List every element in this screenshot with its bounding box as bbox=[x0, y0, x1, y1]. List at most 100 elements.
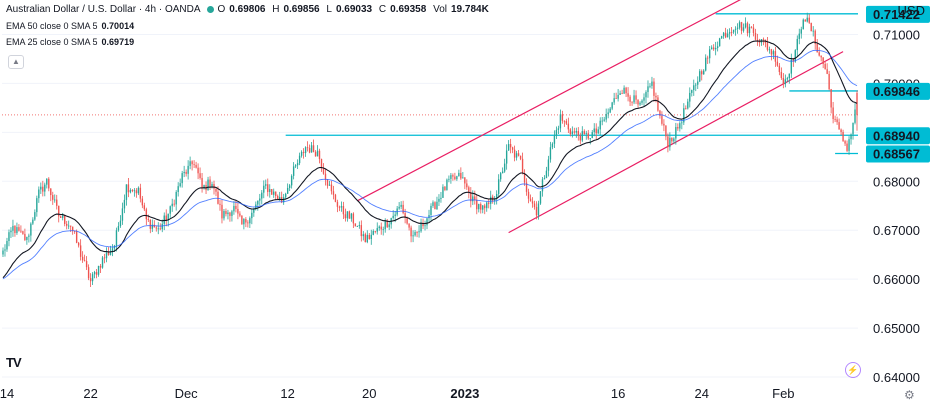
candle-body bbox=[398, 206, 400, 209]
candle-body bbox=[199, 173, 201, 178]
candle-body bbox=[609, 108, 611, 113]
candle-body bbox=[133, 190, 136, 192]
chevron-up-icon[interactable]: ▲ bbox=[8, 55, 24, 69]
candle-body bbox=[243, 218, 245, 225]
candle-body bbox=[484, 205, 486, 209]
candle-body bbox=[117, 226, 120, 231]
candle-body bbox=[288, 185, 291, 188]
candle-body bbox=[125, 184, 128, 200]
candle-body bbox=[458, 172, 460, 177]
candle-body bbox=[591, 132, 593, 139]
candle-body bbox=[505, 150, 508, 164]
x-tick-label: 2023 bbox=[450, 386, 479, 401]
candle-body bbox=[157, 228, 159, 230]
candle-body bbox=[850, 134, 852, 140]
candle-body bbox=[768, 49, 771, 51]
candle-body bbox=[30, 223, 32, 236]
symbol-title[interactable]: Australian Dollar / U.S. Dollar · 4h · O… bbox=[6, 4, 201, 15]
candle-body bbox=[663, 123, 665, 126]
candle-body bbox=[450, 175, 452, 179]
candle-body bbox=[762, 39, 765, 40]
candle-body bbox=[237, 208, 239, 214]
ema25-legend[interactable]: EMA 25 close 0 SMA 5 0.69719 bbox=[6, 37, 138, 47]
candle-body bbox=[318, 150, 321, 160]
ema25-value: 0.69719 bbox=[101, 37, 135, 47]
symbol-header: Australian Dollar / U.S. Dollar · 4h · O… bbox=[6, 4, 493, 15]
candle-body bbox=[856, 92, 858, 115]
candle-body bbox=[183, 171, 185, 174]
candle-body bbox=[770, 49, 773, 55]
candle-body bbox=[830, 89, 832, 108]
candle-body bbox=[738, 22, 741, 28]
candle-body bbox=[328, 184, 331, 186]
candle-body bbox=[794, 50, 796, 62]
candle-body bbox=[430, 205, 432, 215]
candle-body bbox=[802, 19, 804, 30]
x-tick-label: Feb bbox=[772, 386, 794, 401]
candle-body bbox=[79, 245, 82, 257]
candle-body bbox=[804, 19, 806, 22]
candle-body bbox=[201, 177, 203, 188]
candle-body bbox=[209, 179, 211, 188]
y-tick-label: 0.65000 bbox=[873, 321, 920, 336]
candle-body bbox=[784, 79, 787, 85]
candle-body bbox=[675, 127, 677, 139]
candle-body bbox=[89, 278, 92, 282]
candle-body bbox=[432, 202, 434, 206]
candle-body bbox=[796, 38, 798, 51]
gear-icon[interactable]: ⚙ bbox=[904, 388, 915, 402]
candle-body bbox=[127, 184, 130, 193]
candle-body bbox=[32, 219, 34, 224]
y-tick-label: 0.64000 bbox=[873, 370, 920, 385]
candle-body bbox=[527, 191, 530, 199]
candle-body bbox=[482, 205, 484, 210]
candle-body bbox=[416, 232, 418, 233]
candle-body bbox=[52, 195, 54, 200]
candle-body bbox=[486, 202, 488, 209]
flash-icon[interactable]: ⚡ bbox=[845, 362, 861, 378]
candle-body bbox=[77, 242, 80, 246]
candle-body bbox=[740, 22, 743, 31]
ema50-legend[interactable]: EMA 50 close 0 SMA 5 0.70014 bbox=[6, 21, 138, 31]
candle-body bbox=[571, 131, 574, 135]
candle-body bbox=[824, 63, 826, 70]
candle-body bbox=[438, 198, 440, 202]
candle-body bbox=[229, 212, 231, 216]
candle-body bbox=[635, 95, 637, 100]
candle-body bbox=[683, 108, 685, 123]
candle-body bbox=[191, 161, 193, 165]
candle-body bbox=[151, 224, 153, 229]
candle-body bbox=[631, 101, 633, 103]
candle-body bbox=[36, 198, 38, 213]
candle-body bbox=[581, 131, 583, 141]
candle-body bbox=[535, 207, 538, 216]
candle-body bbox=[165, 215, 167, 221]
candle-body bbox=[44, 184, 46, 192]
candle-body bbox=[474, 196, 476, 200]
candle-body bbox=[336, 201, 339, 207]
ema50-label: EMA 50 close 0 SMA 5 bbox=[6, 21, 98, 31]
candle-body bbox=[221, 204, 223, 219]
candle-body bbox=[531, 201, 534, 204]
candle-body bbox=[324, 173, 327, 180]
candle-body bbox=[348, 211, 351, 219]
candle-body bbox=[828, 73, 830, 90]
currency-label[interactable]: USD bbox=[897, 3, 925, 18]
candle-body bbox=[689, 92, 691, 102]
candle-body bbox=[167, 213, 169, 221]
candle-body bbox=[653, 81, 655, 96]
candle-body bbox=[69, 225, 72, 227]
candle-body bbox=[533, 203, 536, 208]
ema50-line bbox=[2, 49, 858, 280]
candle-body bbox=[478, 204, 480, 210]
candle-body bbox=[703, 70, 705, 75]
candle-body bbox=[99, 265, 102, 268]
candle-body bbox=[223, 211, 225, 219]
candle-body bbox=[603, 119, 605, 121]
candle-body bbox=[420, 222, 422, 232]
candle-body bbox=[14, 225, 16, 234]
candle-body bbox=[539, 191, 542, 204]
candle-body bbox=[705, 57, 707, 71]
